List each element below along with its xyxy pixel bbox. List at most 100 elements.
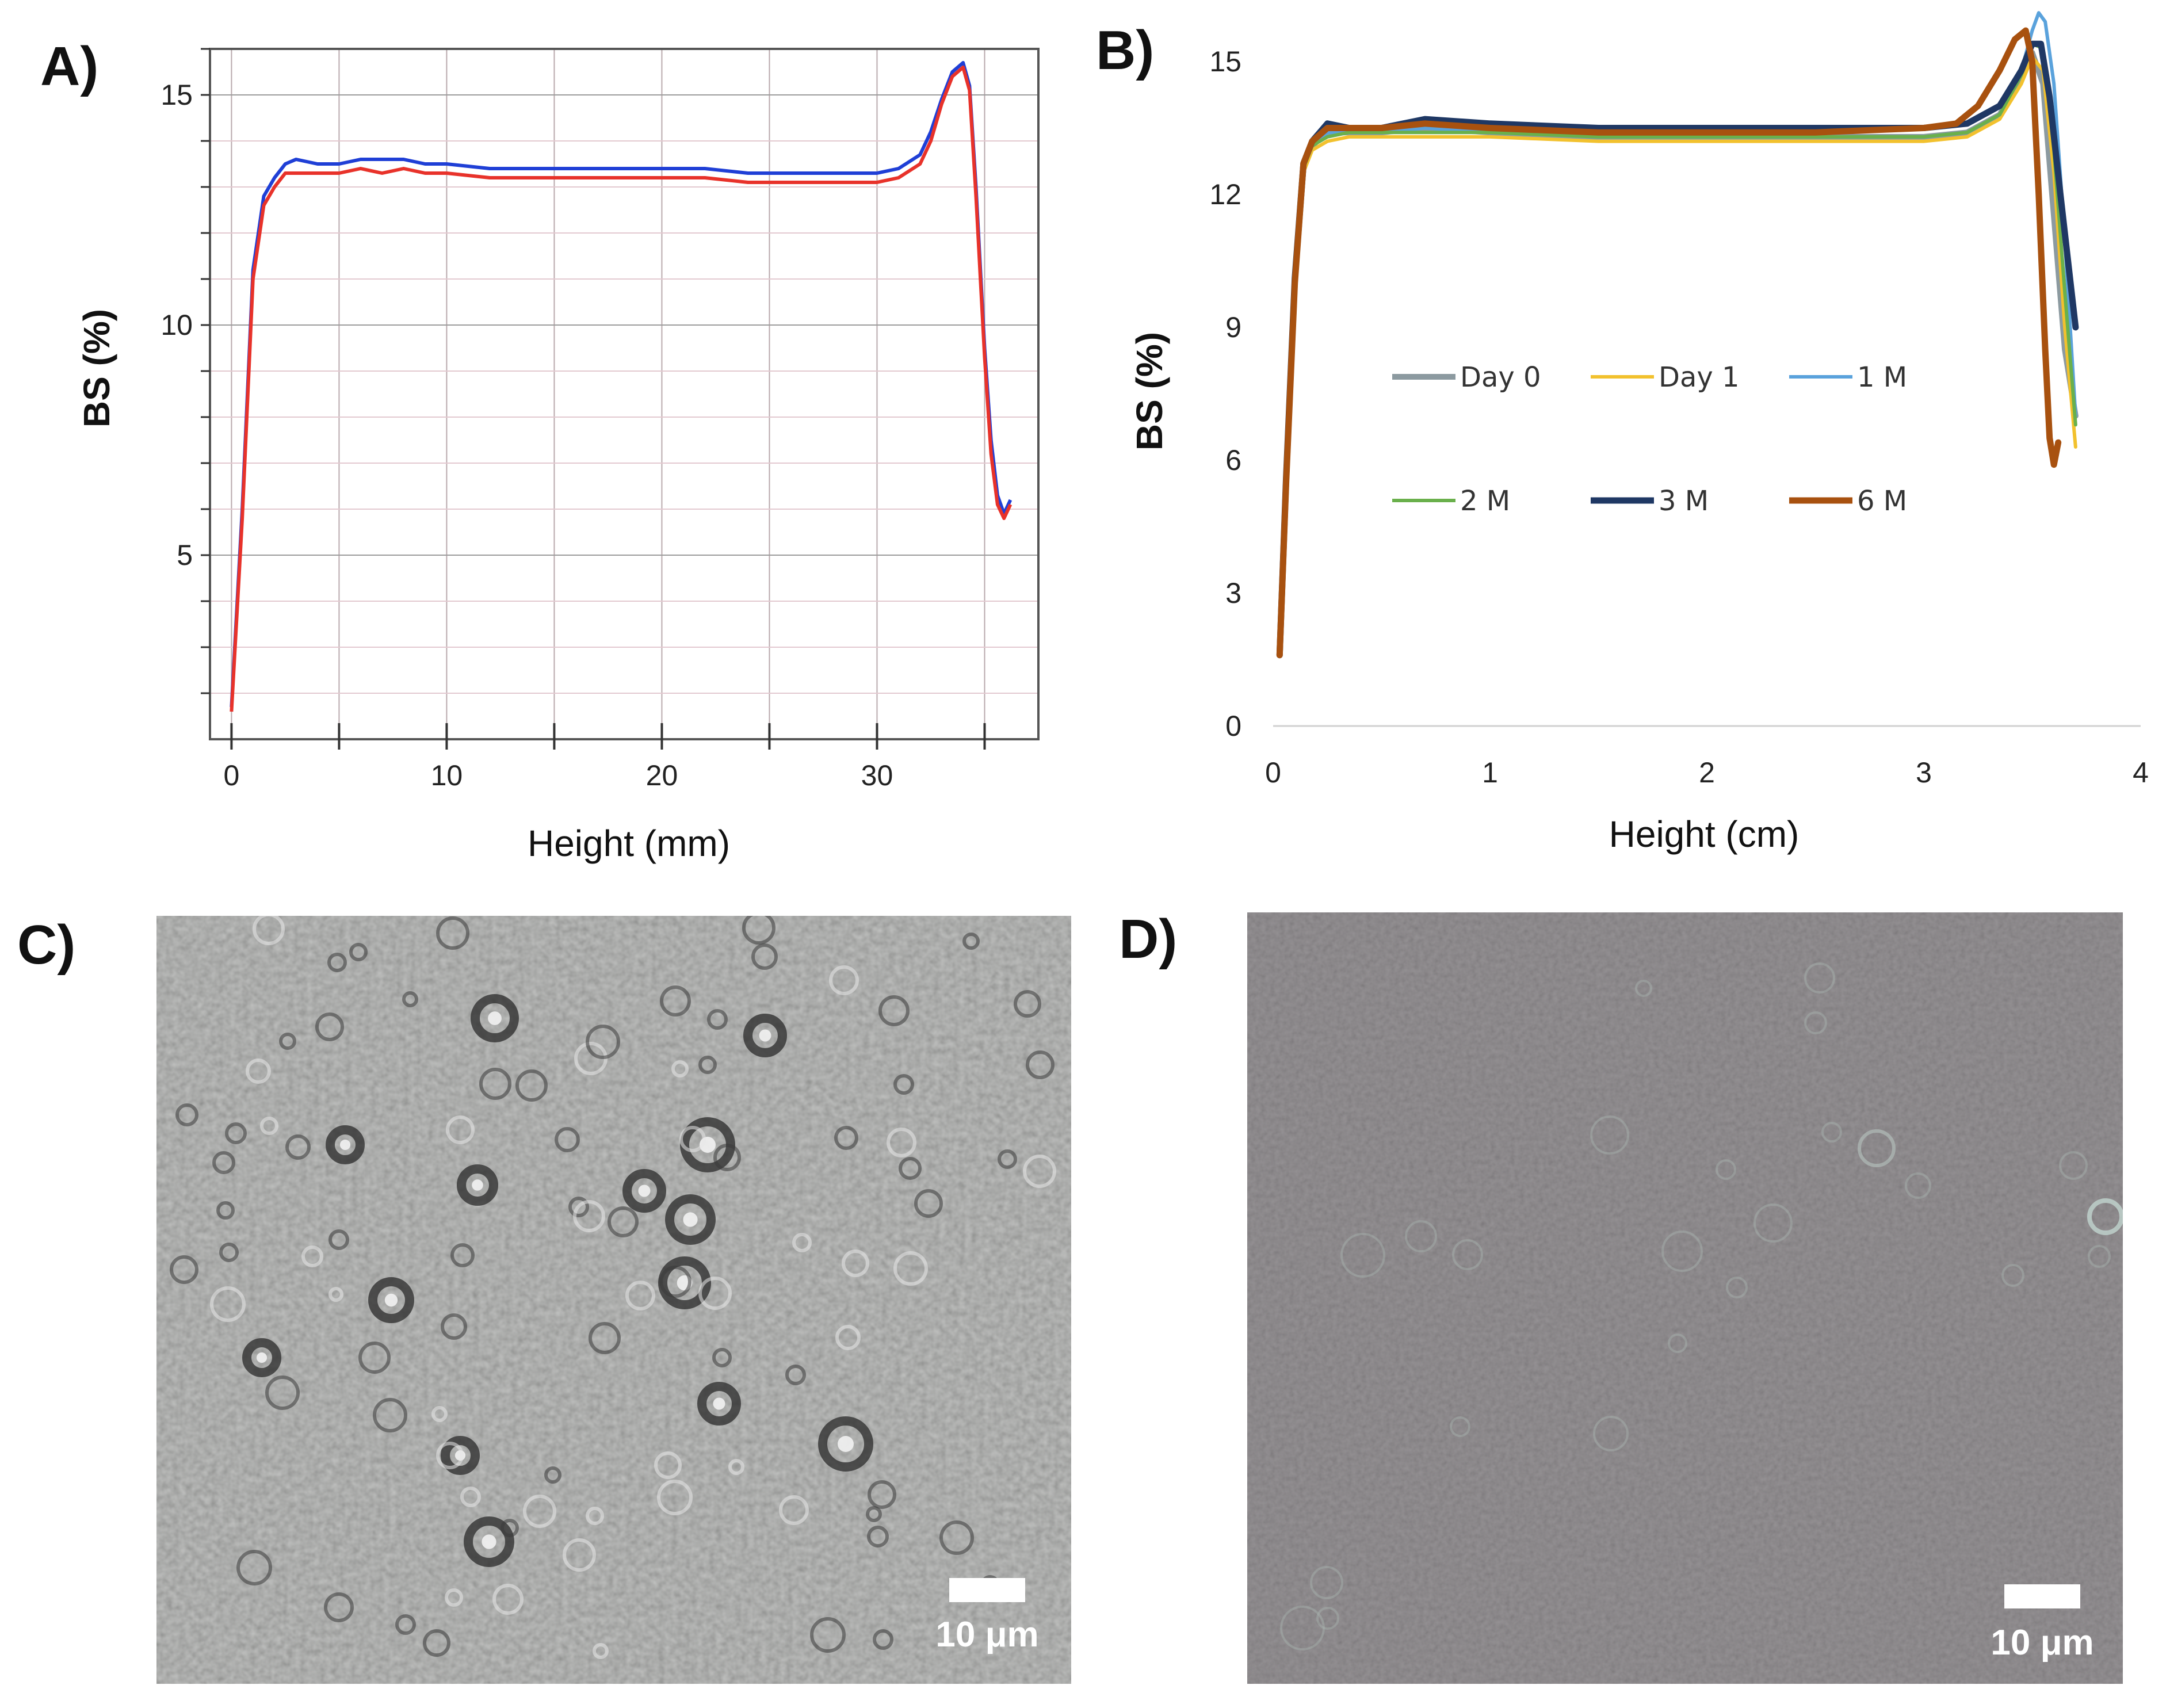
chart-a-x-tick-label: 0: [223, 759, 239, 792]
chart-b-y-tick-label: 12: [1209, 178, 1241, 211]
legend-label-2-m: 2 M: [1460, 485, 1510, 517]
droplet-small: [834, 1126, 858, 1150]
droplet-small: [1026, 1050, 1055, 1079]
droplet-small: [265, 1375, 300, 1410]
droplet-small: [914, 1189, 943, 1218]
scale-bar-d-label: 10 μm: [1991, 1623, 2093, 1663]
droplet-small: [441, 1313, 467, 1340]
micrograph-d-droplets: [1280, 962, 2123, 1650]
droplet-small: [246, 1059, 271, 1084]
droplet-small: [659, 1266, 692, 1298]
droplet-small: [893, 1251, 928, 1286]
droplet-small: [253, 916, 285, 945]
chart-b-x-tick-label: 3: [1916, 756, 1932, 789]
droplet-small: [479, 1068, 511, 1100]
chart-b-y-tick-label: 3: [1225, 577, 1241, 609]
droplet-small: [866, 1506, 882, 1522]
droplet-small: [402, 991, 418, 1007]
chart-a-x-tick-label: 10: [431, 759, 463, 792]
droplet-small: [501, 1519, 519, 1537]
droplet-core: [683, 1212, 698, 1227]
micrograph-c-texture: [156, 916, 1071, 1684]
chart-a-x-tick-label: 20: [646, 759, 678, 792]
droplet-faint: [1405, 1220, 1437, 1252]
droplet: [818, 1416, 873, 1472]
droplet-faint: [1858, 1129, 1896, 1167]
droplet-small: [1023, 1155, 1056, 1188]
droplet-small: [742, 916, 775, 945]
droplet-faint: [1316, 1607, 1339, 1630]
droplet-small: [868, 1480, 896, 1509]
droplet-faint: [1452, 1239, 1483, 1270]
droplet-small: [301, 1245, 323, 1267]
legend-label-1-m: 1 M: [1857, 361, 1907, 393]
droplet-small: [260, 1117, 278, 1135]
droplet-small: [555, 1127, 580, 1152]
droplet-faint: [1726, 1277, 1748, 1298]
droplet-small: [523, 1495, 556, 1528]
panel-label-c: C): [17, 914, 75, 976]
droplet-small: [671, 1060, 689, 1077]
droplet: [464, 1516, 514, 1567]
droplet: [743, 1014, 787, 1057]
droplet-small: [829, 965, 859, 995]
droplet: [441, 1436, 480, 1475]
droplet-core: [339, 1139, 351, 1151]
droplet-small: [210, 1286, 246, 1322]
droplet-faint: [1804, 1011, 1827, 1034]
droplet-small: [515, 1069, 548, 1102]
chart-a-series-red: [230, 66, 1013, 712]
panel-label-b: B): [1096, 20, 1154, 81]
droplet-small: [593, 1643, 609, 1659]
legend-label-day-1: Day 1: [1659, 361, 1740, 393]
droplet-small: [460, 1487, 481, 1507]
chart-b-series: [1276, 11, 2079, 659]
droplet-core: [638, 1184, 651, 1197]
droplet-small: [1014, 990, 1041, 1018]
droplet-small: [436, 1442, 464, 1469]
droplet-small: [625, 1281, 655, 1310]
droplet-small: [835, 1325, 861, 1350]
droplet-small: [998, 1149, 1017, 1169]
droplet-small: [446, 1115, 475, 1144]
droplet-core: [482, 1534, 496, 1549]
droplet-faint: [1905, 1172, 1931, 1199]
droplet-small: [445, 1588, 463, 1607]
droplet-small: [679, 1126, 706, 1152]
droplet-small: [893, 1074, 914, 1095]
droplet-small: [175, 1103, 198, 1126]
droplet-small: [873, 1629, 893, 1650]
droplet-small: [544, 1466, 561, 1484]
droplet-small: [962, 933, 980, 950]
droplet-small: [431, 1406, 448, 1422]
droplet-small: [792, 1233, 812, 1252]
droplet-faint: [1590, 1115, 1629, 1155]
droplet-faint: [1280, 1606, 1325, 1650]
droplet-small: [810, 1617, 846, 1653]
droplet: [242, 1338, 281, 1377]
droplet-small: [349, 943, 368, 961]
droplet-small: [395, 1614, 416, 1635]
droplet-small: [219, 1243, 239, 1262]
legend-label-day-0: Day 0: [1460, 361, 1541, 393]
droplet-faint: [1635, 980, 1652, 997]
scale-bar-c: [949, 1578, 1025, 1602]
chart-b-y-tick-label: 0: [1225, 710, 1241, 742]
scale-bar-c-label: 10 μm: [935, 1615, 1038, 1654]
droplet-small: [867, 1526, 889, 1547]
droplet-small: [324, 1592, 354, 1622]
droplet-faint: [1450, 1416, 1470, 1437]
droplet-small: [568, 1197, 589, 1217]
micrograph-d: D) 10 μm: [1119, 908, 2123, 1684]
droplet-small: [654, 1451, 682, 1479]
chart-b-xlabel: Height (cm): [1609, 813, 1800, 855]
droplet-core: [256, 1352, 268, 1363]
chart-a-ylabel: BS (%): [76, 309, 117, 427]
chart-a-y-tick-label: 10: [161, 309, 193, 341]
droplet-small: [212, 1151, 235, 1174]
chart-a-x-tick-label: 30: [861, 759, 893, 792]
droplet-small: [779, 1495, 809, 1525]
droplet-small: [887, 1128, 916, 1157]
droplet-faint: [1661, 1231, 1703, 1272]
droplet-faint: [1753, 1203, 1793, 1243]
